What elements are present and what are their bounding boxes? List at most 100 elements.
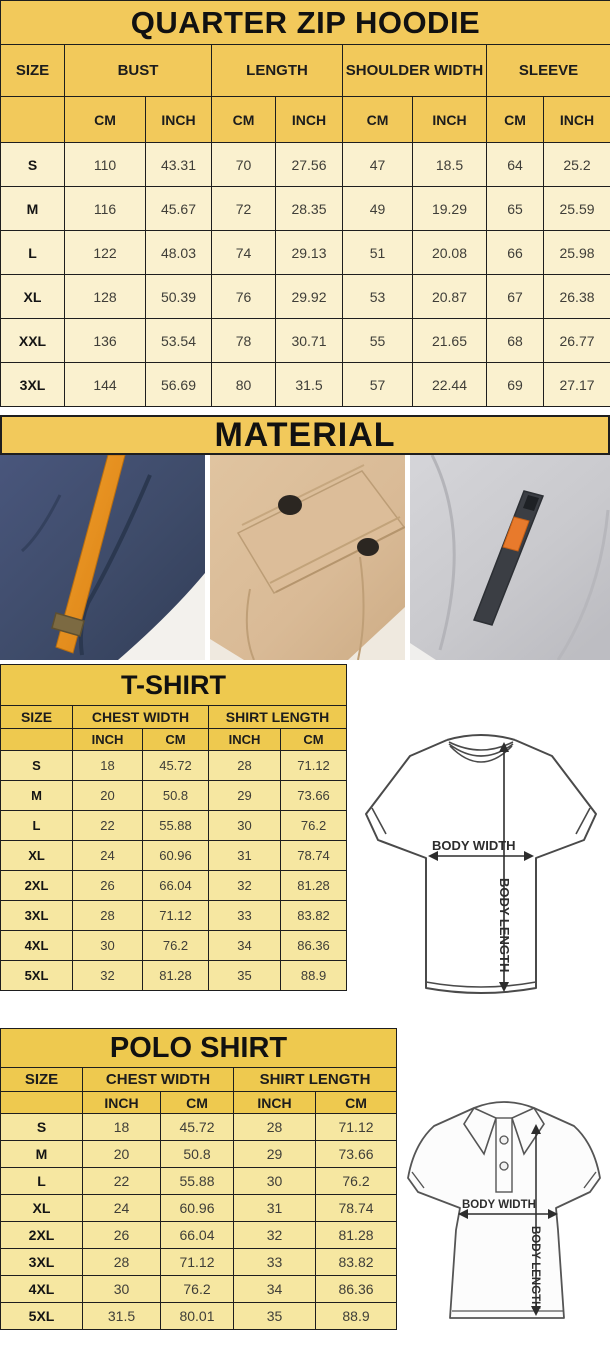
hoodie-cell: 57 — [342, 362, 413, 407]
polo-cell: 35 — [233, 1302, 316, 1330]
polo-row-2xl: 2XL 26 66.04 32 81.28 — [0, 1221, 398, 1249]
hoodie-cell: 26.38 — [542, 274, 610, 319]
fold-shadow — [20, 494, 62, 553]
hoodie-cell: 144 — [64, 362, 146, 407]
polo-cell: 28 — [233, 1113, 316, 1141]
tshirt-row-5xl: 5XL 32 81.28 35 88.9 — [0, 960, 348, 991]
polo-table-title: POLO SHIRT — [0, 1028, 398, 1068]
polo-unit-chest-cm: CM — [160, 1091, 234, 1114]
polo-cell: 31 — [233, 1194, 316, 1222]
sleeve-cuff-lines — [371, 807, 591, 835]
tshirt-size-label: XL — [0, 840, 73, 871]
polo-cell: 76.2 — [160, 1275, 234, 1303]
orange-zipper-pull — [502, 516, 530, 552]
hoodie-unit-sleeve-inch: INCH — [542, 96, 610, 143]
tshirt-cell: 33 — [208, 900, 281, 931]
tshirt-cell: 30 — [208, 810, 281, 841]
polo-size-label: XL — [0, 1194, 83, 1222]
hoodie-cell: 29.92 — [275, 274, 343, 319]
tshirt-cell: 81.28 — [279, 870, 348, 901]
tshirt-cell: 60.96 — [142, 840, 209, 871]
hoodie-cell: 136 — [64, 318, 146, 363]
polo-size-label: 3XL — [0, 1248, 83, 1276]
tshirt-row-l: L 22 55.88 30 76.2 — [0, 810, 348, 841]
polo-size-label: S — [0, 1113, 83, 1141]
hoodie-cell: 128 — [64, 274, 146, 319]
hoodie-cell: 56.69 — [145, 362, 212, 407]
hoodie-unit-shoulder-cm: CM — [342, 96, 413, 143]
tshirt-unit-length-cm: CM — [279, 728, 348, 751]
hoodie-col-sleeve: SLEEVE — [485, 44, 610, 97]
hoodie-col-bust: BUST — [64, 44, 212, 97]
tshirt-cell: 32 — [208, 870, 281, 901]
tshirt-cell: 45.72 — [142, 750, 209, 781]
hoodie-cell: 47 — [342, 142, 413, 187]
tshirt-unit-length-inch: INCH — [208, 728, 281, 751]
hoodie-cell: 53 — [342, 274, 413, 319]
tshirt-unit-chest-inch: INCH — [72, 728, 143, 751]
hoodie-cell: 53.54 — [145, 318, 212, 363]
photo-background-corner — [348, 607, 405, 660]
hoodie-cell: 26.77 — [542, 318, 610, 363]
tshirt-cell: 88.9 — [279, 960, 348, 991]
hoodie-unit-bust-cm: CM — [64, 96, 146, 143]
polo-cell: 78.74 — [314, 1194, 398, 1222]
polo-size-label: L — [0, 1167, 83, 1195]
tshirt-size-label: 2XL — [0, 870, 73, 901]
hoodie-unit-sleeve-cm: CM — [486, 96, 544, 143]
hoodie-cell: 25.59 — [542, 186, 610, 231]
hoodie-col-size: SIZE — [0, 44, 65, 97]
hoodie-size-label: XXL — [0, 318, 65, 363]
collar-back — [473, 1101, 535, 1109]
hoodie-row-xxl: XXL 136 53.54 78 30.71 55 21.65 68 26.77 — [0, 318, 610, 363]
polo-unit-length-inch: INCH — [233, 1091, 316, 1114]
tshirt-size-label: S — [0, 750, 73, 781]
polo-row-m: M 20 50.8 29 73.66 — [0, 1140, 398, 1168]
hoodie-cell: 30.71 — [275, 318, 343, 363]
sleeve-cuff-lines — [411, 1171, 597, 1189]
polo-cell: 34 — [233, 1275, 316, 1303]
hoodie-cell: 51 — [342, 230, 413, 275]
tshirt-row-xl: XL 24 60.96 31 78.74 — [0, 840, 348, 871]
tshirt-cell: 28 — [72, 900, 143, 931]
tshirt-size-label: M — [0, 780, 73, 811]
tshirt-size-label: 5XL — [0, 960, 73, 991]
hoodie-cell: 110 — [64, 142, 146, 187]
tshirt-table-title: T-SHIRT — [0, 664, 348, 706]
polo-row-5xl: 5XL 31.5 80.01 35 88.9 — [0, 1302, 398, 1330]
polo-cell: 71.12 — [160, 1248, 234, 1276]
button-placket — [495, 1117, 513, 1193]
tshirt-cell: 22 — [72, 810, 143, 841]
polo-row-3xl: 3XL 28 71.12 33 83.82 — [0, 1248, 398, 1276]
tshirt-measurement-diagram: BODY WIDTH BODY LENGTH — [365, 734, 597, 994]
polo-cell: 30 — [82, 1275, 161, 1303]
hoodie-size-label: 3XL — [0, 362, 65, 407]
snap-button — [357, 538, 379, 556]
polo-row-xl: XL 24 60.96 31 78.74 — [0, 1194, 398, 1222]
hoodie-cell: 66 — [486, 230, 544, 275]
tshirt-cell: 66.04 — [142, 870, 209, 901]
polo-cell: 66.04 — [160, 1221, 234, 1249]
tshirt-size-table: T-SHIRT SIZE CHEST WIDTH SHIRT LENGTH IN… — [0, 664, 348, 991]
tshirt-cell: 78.74 — [279, 840, 348, 871]
material-photos-row — [0, 455, 610, 660]
polo-row-s: S 18 45.72 28 71.12 — [0, 1113, 398, 1141]
hoodie-cell: 25.2 — [542, 142, 610, 187]
pocket-edge — [357, 556, 365, 660]
hoodie-cell: 31.5 — [275, 362, 343, 407]
drawstring-adjuster — [51, 612, 85, 637]
hoodie-size-label: S — [0, 142, 65, 187]
tshirt-cell: 29 — [208, 780, 281, 811]
tshirt-cell: 76.2 — [279, 810, 348, 841]
hoodie-unit-length-cm: CM — [211, 96, 276, 143]
body-width-arrowheads — [458, 1209, 558, 1219]
tshirt-col-shirt-length: SHIRT LENGTH — [207, 705, 348, 729]
tshirt-cell: 55.88 — [142, 810, 209, 841]
polo-col-chest-width: CHEST WIDTH — [82, 1067, 234, 1092]
hoodie-cell: 69 — [486, 362, 544, 407]
hoodie-cell: 27.56 — [275, 142, 343, 187]
polo-cell: 26 — [82, 1221, 161, 1249]
tshirt-row-2xl: 2XL 26 66.04 32 81.28 — [0, 870, 348, 901]
polo-cell: 22 — [82, 1167, 161, 1195]
